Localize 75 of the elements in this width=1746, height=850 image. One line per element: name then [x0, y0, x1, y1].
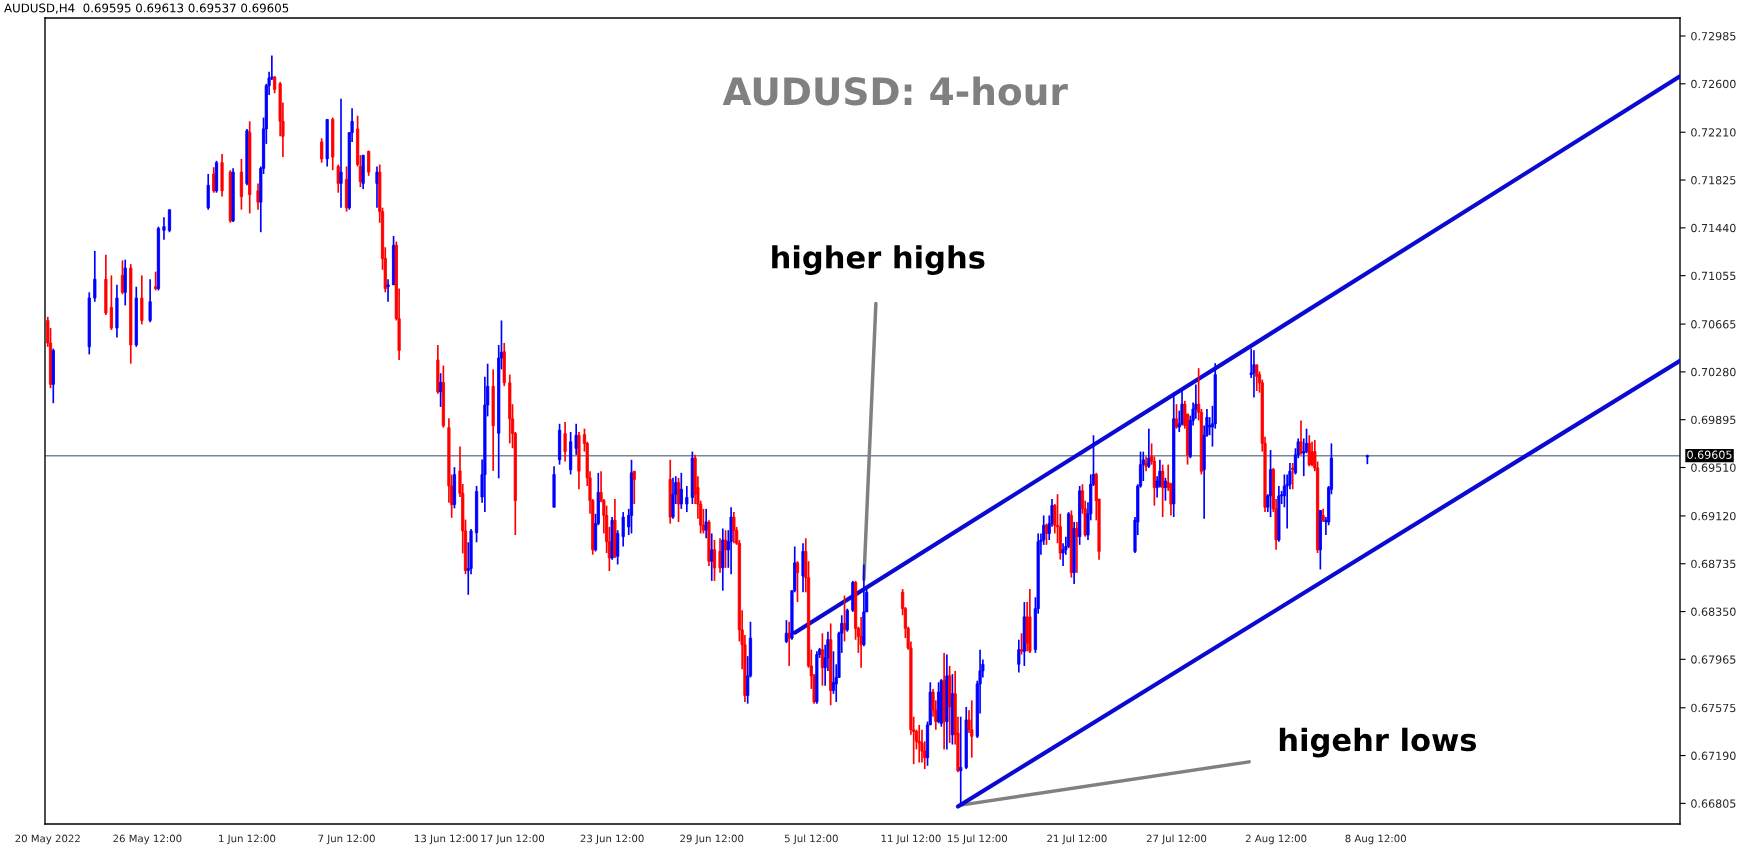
y-tick-label: 0.69120 [1691, 511, 1736, 521]
y-tick-label: 0.71825 [1691, 176, 1736, 185]
y-tick-label: 0.70665 [1691, 320, 1736, 329]
x-tick-label: 11 Jul 12:00 [881, 834, 941, 845]
candlestick [109, 274, 113, 331]
candlestick [439, 372, 443, 408]
y-tick-label: 0.72210 [1691, 128, 1736, 137]
candlestick [679, 472, 683, 510]
y-tick-label: 0.66805 [1691, 799, 1736, 808]
candlestick [140, 274, 144, 326]
candlestick [375, 165, 379, 209]
text: AUDUSD: 4-hour [722, 76, 1068, 106]
candlestick [167, 208, 172, 234]
candlestick [256, 182, 260, 211]
candlestick [616, 529, 620, 566]
candlestick [685, 485, 689, 513]
y-tick-label: 0.71055 [1691, 271, 1736, 281]
y-tick-label: 0.68735 [1691, 559, 1736, 569]
candlestick [93, 250, 97, 303]
candlestick [336, 163, 340, 194]
candlestick [1307, 434, 1311, 468]
text: AUDUSD,H4 0.69595 0.69613 0.69537 0.69605 [4, 3, 289, 14]
x-tick-label: 1 Jun 12:00 [219, 834, 276, 845]
candlestick [1299, 419, 1303, 456]
x-tick-label: 8 Aug 12:00 [1345, 834, 1406, 845]
x-tick-label: 20 May 2022 [15, 834, 80, 845]
candlestick [367, 149, 371, 177]
candlestick [621, 511, 625, 548]
x-tick-label: 27 Jul 12:00 [1146, 834, 1207, 845]
candlestick [386, 278, 390, 303]
y-tick-label: 0.69895 [1691, 415, 1736, 425]
y-tick-label: 0.70280 [1691, 367, 1736, 377]
y-tick-label: 0.67965 [1691, 655, 1736, 664]
ref-line-label: 0.69605 [1687, 450, 1732, 459]
annotation: higher highs [772, 245, 985, 275]
candlestick [162, 216, 166, 241]
x-tick-label: 29 Jun 12:00 [680, 834, 744, 845]
y-tick-label: 0.71440 [1691, 223, 1736, 233]
y-tick-label: 0.67575 [1691, 703, 1736, 713]
candlestick [339, 98, 343, 209]
candlestick [632, 470, 636, 505]
candlestick [148, 278, 152, 324]
x-tick-label: 23 Jun 12:00 [580, 834, 644, 845]
x-tick-label: 17 Jun 12:00 [481, 834, 545, 845]
y-tick-label: 0.69510 [1691, 463, 1736, 472]
candlestick [970, 699, 974, 759]
candlestick [574, 422, 578, 456]
candlestick [718, 537, 722, 574]
x-tick-label: 15 Jul 12:00 [948, 834, 1008, 845]
candlestick [154, 270, 158, 292]
candlestick [1161, 463, 1165, 518]
x-tick-label: 13 Jun 12:00 [415, 834, 478, 845]
candlestick [1147, 427, 1151, 469]
y-tick-label: 0.68350 [1691, 607, 1736, 616]
candlestick [1017, 638, 1021, 674]
x-tick-label: 26 May 12:00 [113, 834, 182, 845]
y-tick-label: 0.72985 [1691, 31, 1736, 41]
candlestick [206, 173, 210, 211]
annotation: higehr lows [1279, 727, 1477, 758]
y-tick-label: 0.72600 [1691, 79, 1736, 89]
x-tick-label: 21 Jul 12:00 [1047, 834, 1107, 845]
candlestick [671, 476, 675, 520]
y-tick-label: 0.67190 [1691, 751, 1736, 760]
x-tick-label: 2 Aug 12:00 [1245, 834, 1307, 845]
candlestick [732, 511, 736, 545]
candlestick [845, 607, 849, 633]
x-tick-label: 7 Jun 12:00 [318, 834, 375, 845]
candlestick [320, 137, 324, 164]
candlestick [1019, 632, 1024, 656]
candlestick [563, 421, 567, 463]
candlestick [212, 166, 216, 194]
candlestick [1075, 521, 1079, 574]
candlestick [1252, 349, 1256, 399]
x-tick-label: 5 Jul 12:00 [784, 834, 838, 845]
candlestick [859, 616, 863, 669]
